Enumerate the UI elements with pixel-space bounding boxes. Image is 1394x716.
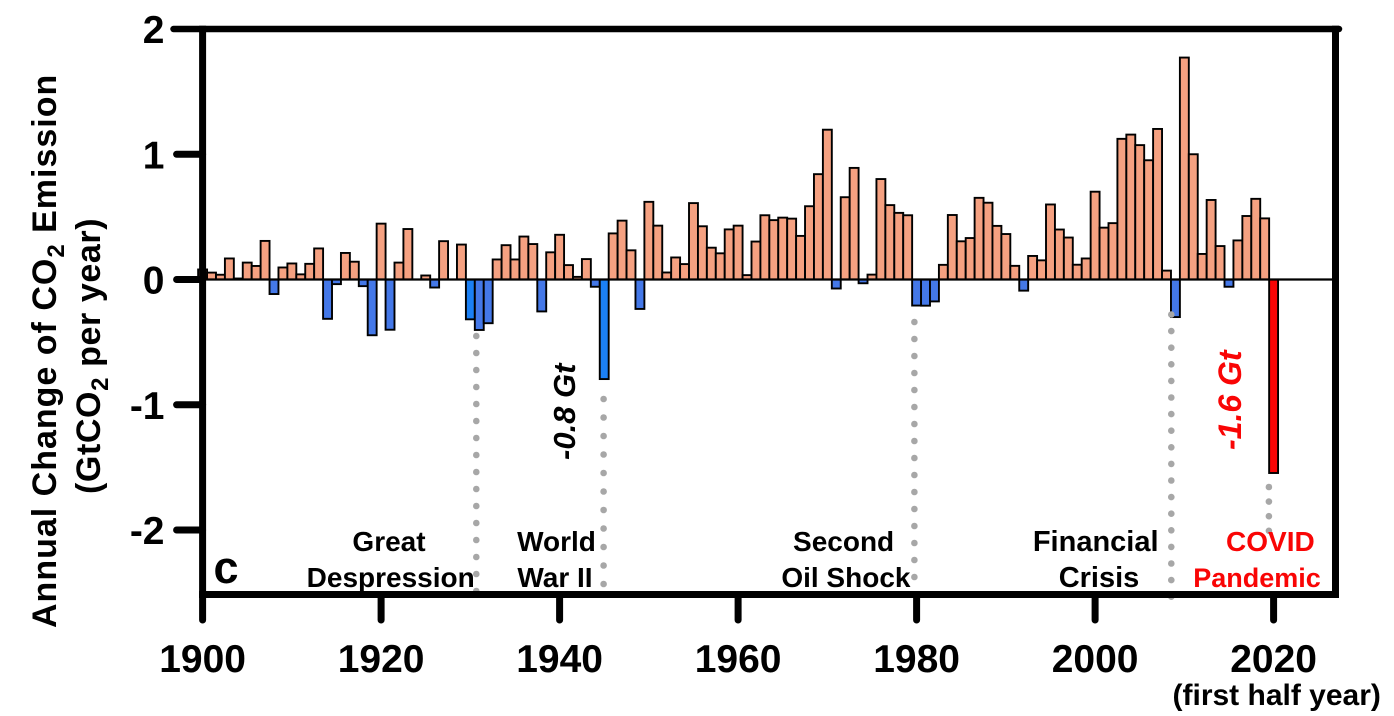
- svg-text:-2: -2: [130, 510, 165, 553]
- svg-text:Annual Change of CO2 Emission: Annual Change of CO2 Emission: [26, 74, 70, 628]
- svg-text:-1.6 Gt: -1.6 Gt: [1212, 349, 1248, 450]
- svg-text:Despression: Despression: [307, 562, 475, 593]
- svg-text:Great: Great: [352, 526, 425, 557]
- svg-text:1920: 1920: [338, 638, 425, 681]
- svg-text:Pandemic: Pandemic: [1193, 563, 1321, 593]
- svg-text:2020: 2020: [1230, 638, 1317, 681]
- svg-text:-1: -1: [130, 385, 165, 428]
- svg-text:2: 2: [143, 9, 165, 52]
- svg-text:World: World: [517, 526, 596, 557]
- svg-text:0: 0: [143, 260, 165, 303]
- svg-text:1: 1: [143, 134, 165, 177]
- svg-text:Oil Shock: Oil Shock: [781, 562, 911, 593]
- svg-text:Second: Second: [793, 526, 894, 557]
- svg-text:1900: 1900: [159, 638, 246, 681]
- svg-text:1980: 1980: [873, 638, 960, 681]
- svg-text:1960: 1960: [695, 638, 782, 681]
- svg-text:c: c: [214, 542, 239, 593]
- svg-text:2000: 2000: [1052, 638, 1139, 681]
- svg-text:-0.8 Gt: -0.8 Gt: [547, 362, 582, 460]
- svg-text:1940: 1940: [516, 638, 603, 681]
- svg-text:Crisis: Crisis: [1059, 562, 1140, 594]
- svg-text:War II: War II: [517, 562, 592, 593]
- svg-text:(GtCO2 per year): (GtCO2 per year): [70, 218, 114, 494]
- svg-text:COVID: COVID: [1226, 526, 1315, 557]
- svg-text:Financial: Financial: [1033, 526, 1159, 558]
- svg-text:(first half year): (first half year): [1173, 679, 1381, 712]
